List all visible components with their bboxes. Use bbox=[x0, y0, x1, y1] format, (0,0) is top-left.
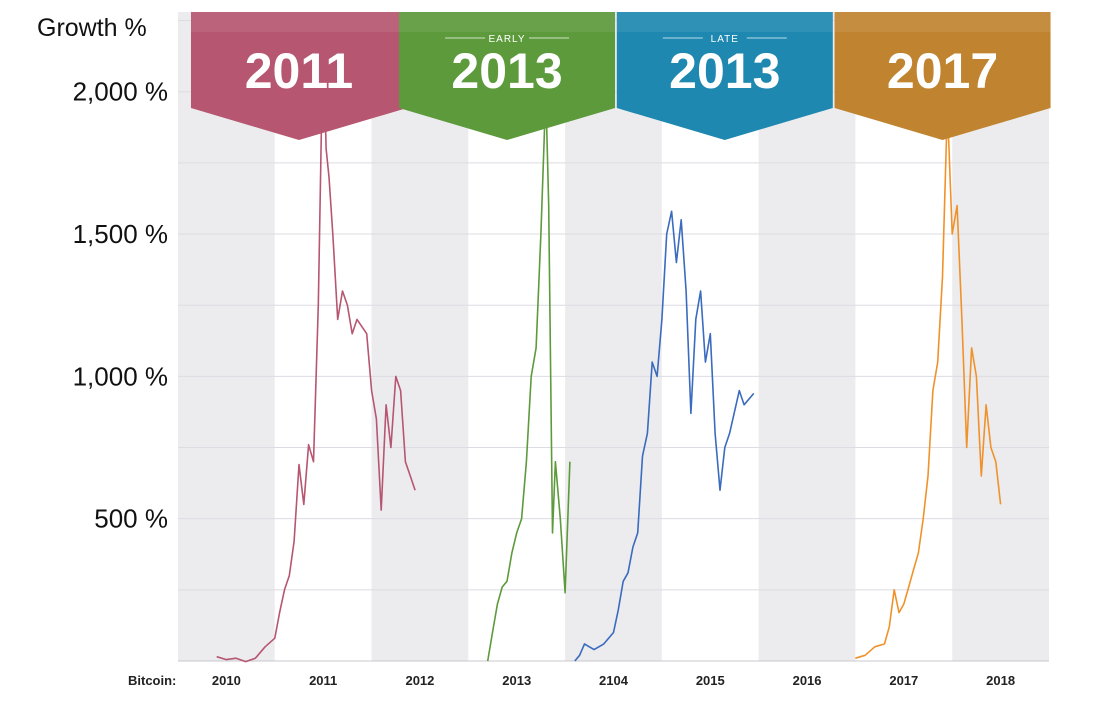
y-axis-label: Growth % bbox=[37, 14, 147, 42]
x-tick-label: 2018 bbox=[986, 673, 1015, 688]
y-tick-label: 2,000 % bbox=[73, 77, 168, 107]
x-tick-label: 2013 bbox=[502, 673, 531, 688]
y-tick-label: 1,500 % bbox=[73, 219, 168, 249]
banner-year: 2013 bbox=[451, 43, 562, 99]
banner-highlight bbox=[834, 12, 1051, 32]
banner-shape bbox=[399, 12, 616, 140]
banner-shape bbox=[616, 12, 833, 140]
banner-shape bbox=[190, 12, 407, 140]
banner-shape bbox=[834, 12, 1051, 140]
banner-highlight bbox=[190, 12, 407, 32]
x-tick-label: 2016 bbox=[793, 673, 822, 688]
x-tick-label: 2017 bbox=[889, 673, 918, 688]
y-tick-label: 1,000 % bbox=[73, 361, 168, 391]
x-tick-label: 2012 bbox=[405, 673, 434, 688]
series-line bbox=[855, 105, 1002, 659]
banner-subtitle: EARLY bbox=[489, 34, 526, 45]
banner-subtitle: LATE bbox=[711, 34, 739, 45]
series-line bbox=[216, 25, 416, 663]
series-line bbox=[486, 90, 571, 662]
x-axis-label: Bitcoin: bbox=[128, 673, 176, 688]
series-line bbox=[574, 210, 755, 662]
x-tick-label: 2010 bbox=[212, 673, 241, 688]
axes: Growth % Bitcoin: 500 % 1,000 % 1,500 % 2,0… bbox=[37, 14, 1015, 688]
banner-year: 2017 bbox=[887, 43, 998, 99]
banner-highlight bbox=[616, 12, 833, 32]
banner-highlight bbox=[399, 12, 616, 32]
banner-year: 2011 bbox=[245, 43, 353, 99]
year-banner: 2017 bbox=[834, 12, 1051, 140]
x-tick-label: 2011 bbox=[309, 673, 337, 688]
banner-year: 2013 bbox=[669, 43, 780, 99]
year-band bbox=[565, 12, 662, 661]
series-lines bbox=[216, 25, 1002, 663]
x-tick-label: 2015 bbox=[696, 673, 725, 688]
x-tick-label: 2104 bbox=[599, 673, 629, 688]
y-tick-label: 500 % bbox=[94, 504, 168, 534]
year-banner: 2011 bbox=[190, 12, 407, 140]
